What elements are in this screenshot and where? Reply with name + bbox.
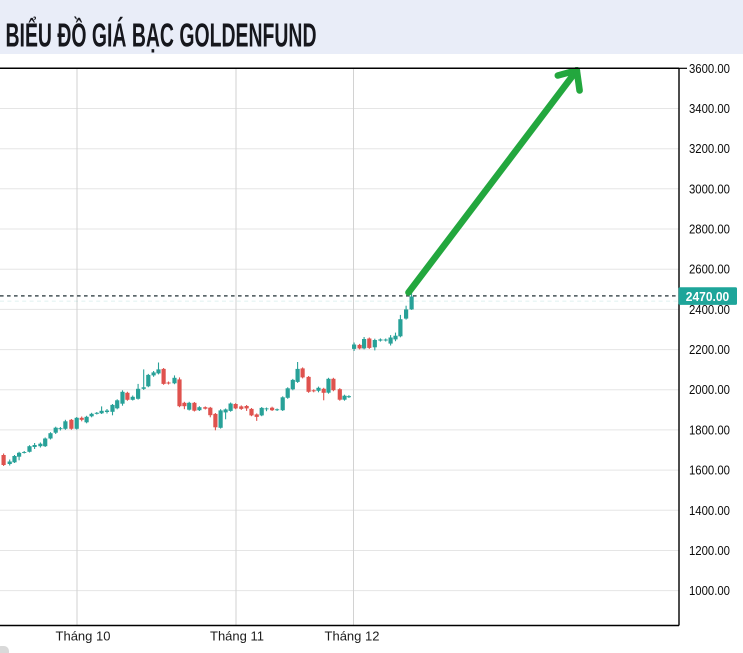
svg-text:1400.00: 1400.00 bbox=[689, 503, 730, 518]
svg-text:3600.00: 3600.00 bbox=[689, 61, 730, 76]
svg-text:2600.00: 2600.00 bbox=[689, 262, 730, 277]
svg-text:BIỂU ĐỒ GIÁ BẠC GOLDENFUND: BIỂU ĐỒ GIÁ BẠC GOLDENFUND bbox=[6, 17, 317, 55]
svg-text:Tháng 12: Tháng 12 bbox=[325, 629, 380, 644]
svg-text:1800.00: 1800.00 bbox=[689, 422, 730, 437]
svg-text:2400.00: 2400.00 bbox=[689, 302, 730, 317]
svg-text:Tháng 11: Tháng 11 bbox=[210, 629, 264, 644]
svg-text:2470.00: 2470.00 bbox=[686, 289, 730, 304]
svg-text:1200.00: 1200.00 bbox=[689, 543, 730, 558]
svg-text:2800.00: 2800.00 bbox=[689, 222, 730, 237]
svg-text:3200.00: 3200.00 bbox=[689, 141, 730, 156]
svg-text:1600.00: 1600.00 bbox=[689, 463, 730, 478]
svg-text:2000.00: 2000.00 bbox=[689, 382, 730, 397]
svg-text:2200.00: 2200.00 bbox=[689, 342, 730, 357]
svg-text:1000.00: 1000.00 bbox=[689, 583, 730, 598]
svg-text:3400.00: 3400.00 bbox=[689, 101, 730, 116]
svg-text:Tháng 10: Tháng 10 bbox=[56, 629, 111, 644]
svg-text:3000.00: 3000.00 bbox=[689, 181, 730, 196]
